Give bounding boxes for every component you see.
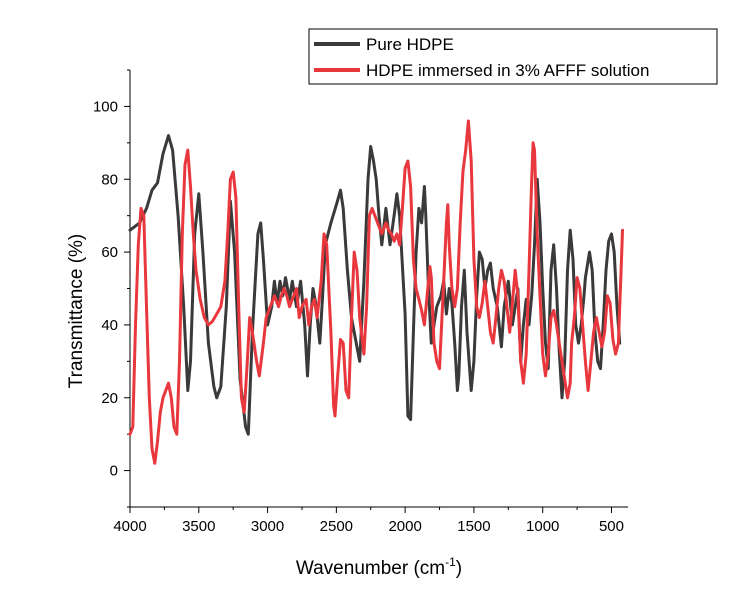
y-axis-ticks: 0 20 40 60 80 100 — [93, 69, 130, 508]
x-axis-title-main: Wavenumber (cm — [296, 558, 445, 579]
series-line-pure-hdpe — [128, 134, 622, 436]
x-axis-title-close: ) — [456, 558, 462, 579]
x-tick-label: 3500 — [182, 518, 215, 535]
x-tick-label: 2500 — [320, 518, 353, 535]
series-line-hdpe-afff — [128, 119, 624, 465]
y-tick-label: 60 — [101, 244, 118, 261]
legend-frame — [308, 28, 718, 85]
series-layer — [128, 119, 624, 465]
x-tick-label: 2000 — [388, 518, 421, 535]
legend-label-pure-hdpe: Pure HDPE — [366, 35, 454, 54]
y-axis-title: Transmittance (%) — [66, 234, 87, 389]
y-tick-label: 0 — [110, 463, 118, 480]
x-tick-label: 1000 — [526, 518, 559, 535]
y-tick-label: 40 — [101, 317, 118, 334]
x-axis-title: Wavenumber (cm-1) — [296, 555, 462, 579]
x-axis-ticks: 4000 3500 3000 2500 2000 1500 1000 500 — [113, 507, 624, 535]
x-tick-label: 4000 — [113, 518, 146, 535]
x-tick-label: 500 — [599, 518, 624, 535]
x-tick-label: 3000 — [251, 518, 284, 535]
y-tick-label: 20 — [101, 390, 118, 407]
legend-label-hdpe-afff: HDPE immersed in 3% AFFF solution — [366, 61, 649, 80]
y-tick-label: 100 — [93, 98, 118, 115]
y-tick-label: 80 — [101, 171, 118, 188]
x-tick-label: 1500 — [457, 518, 490, 535]
x-axis-title-superscript: -1 — [445, 555, 456, 569]
legend: Pure HDPE HDPE immersed in 3% AFFF solut… — [308, 28, 718, 85]
